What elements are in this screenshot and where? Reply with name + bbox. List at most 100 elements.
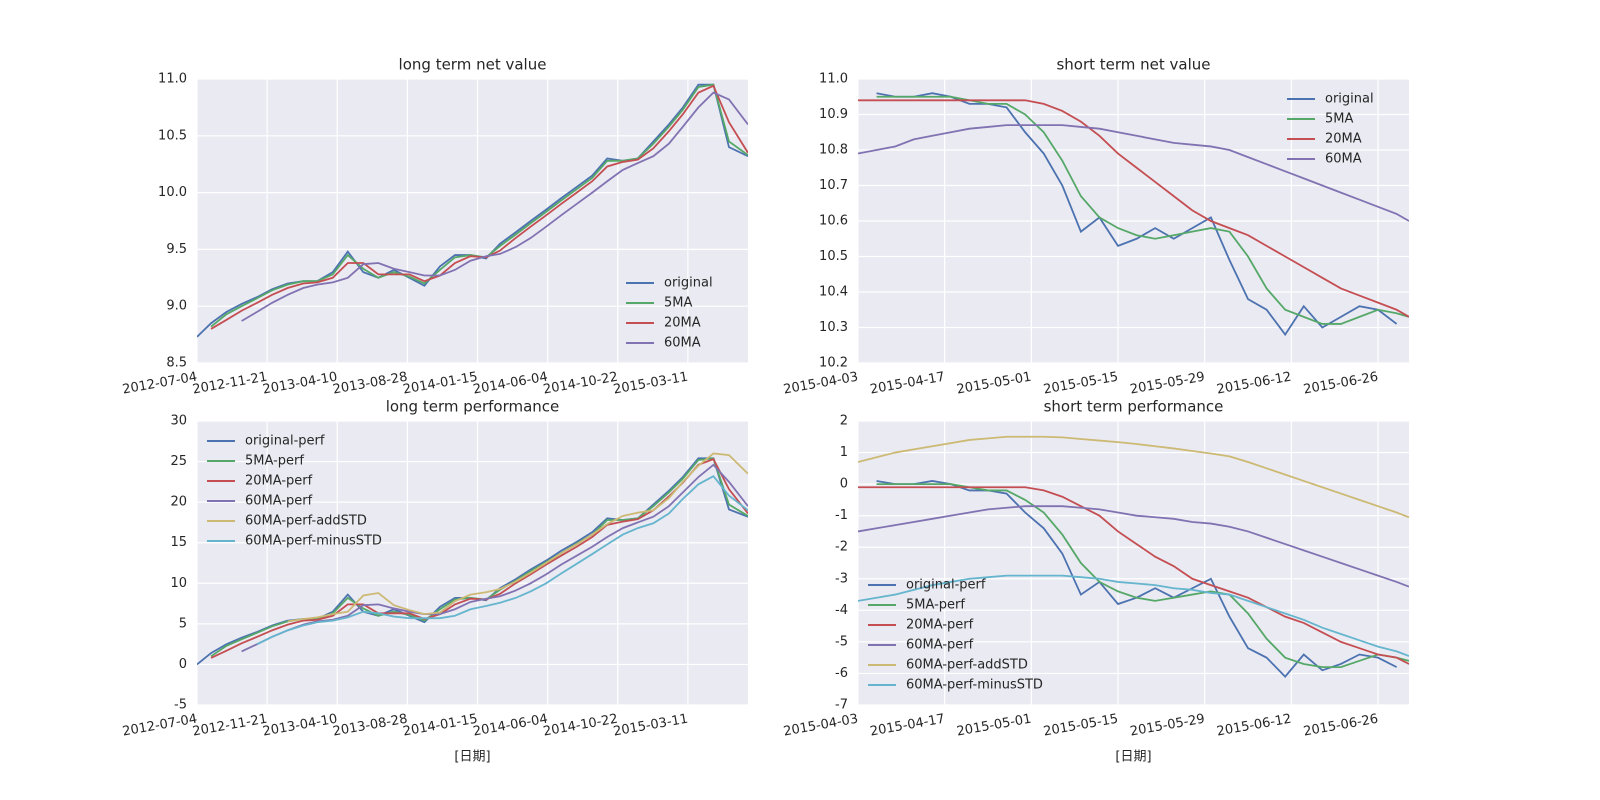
x-tick-label: 2014-06-04 [472, 712, 549, 740]
series-line [858, 486, 1409, 665]
legend-label: 60MA [664, 336, 701, 351]
y-tick-label: 11.0 [819, 72, 848, 87]
chart-title: short term performance [1044, 398, 1224, 416]
x-tick-label: 2015-05-01 [956, 370, 1033, 398]
y-tick-label: 9.5 [166, 242, 187, 257]
x-axis-label: [日期] [454, 750, 490, 765]
y-tick-label: 10.8 [819, 143, 848, 158]
y-tick-label: 10.5 [158, 128, 187, 143]
series-line [241, 91, 748, 322]
legend-label: 20MA-perf [245, 474, 313, 489]
y-tick-label: 10.9 [819, 107, 848, 122]
y-tick-label: 10.0 [158, 185, 187, 200]
series-line [287, 452, 748, 623]
x-tick-label: 2015-05-01 [956, 712, 1033, 740]
legend-label: 60MA-perf-addSTD [245, 514, 367, 529]
x-tick-label: 2012-11-21 [191, 370, 268, 398]
chart-title: long term performance [386, 398, 560, 416]
y-tick-label: -4 [835, 603, 848, 618]
x-tick-label: 2013-08-28 [332, 712, 409, 740]
legend-label: 5MA-perf [245, 454, 304, 469]
plot-background [197, 421, 748, 705]
y-tick-label: 0 [840, 477, 848, 492]
plot-background [858, 421, 1409, 705]
x-tick-label: 2012-11-21 [191, 712, 268, 740]
legend-label: 5MA [1325, 112, 1353, 127]
series-line [858, 124, 1409, 222]
y-tick-label: 10.6 [819, 214, 848, 229]
x-tick-label: 2012-07-04 [121, 370, 198, 398]
x-axis-label: [日期] [1115, 750, 1151, 765]
x-tick-label: 2015-05-29 [1129, 370, 1206, 398]
x-tick-label: 2015-03-11 [612, 712, 689, 740]
y-tick-label: -3 [835, 571, 848, 586]
x-tick-label: 2014-10-22 [542, 370, 619, 398]
x-tick-label: 2015-04-03 [782, 712, 859, 740]
x-tick-label: 2015-06-12 [1216, 712, 1293, 740]
y-tick-label: 10.2 [819, 356, 848, 371]
legend-label: original-perf [245, 434, 325, 449]
series-line [858, 435, 1409, 519]
series-line [256, 475, 748, 645]
x-tick-label: 2012-07-04 [121, 712, 198, 740]
y-tick-label: -1 [835, 508, 848, 523]
x-tick-label: 2015-06-26 [1302, 712, 1379, 740]
chart-title: long term net value [399, 56, 547, 74]
x-tick-label: 2014-01-15 [402, 370, 479, 398]
x-tick-label: 2015-06-12 [1216, 370, 1293, 398]
y-tick-label: -2 [835, 540, 848, 555]
legend-label: 60MA-perf [906, 638, 974, 653]
series-line [858, 99, 1409, 318]
x-tick-label: 2014-10-22 [542, 712, 619, 740]
x-tick-label: 2015-04-17 [869, 712, 946, 740]
legend-label: original [1325, 92, 1374, 107]
y-tick-label: 20 [170, 495, 187, 510]
y-tick-label: 10 [170, 576, 187, 591]
legend-label: 60MA-perf-addSTD [906, 658, 1028, 673]
y-tick-label: -5 [174, 698, 187, 713]
y-tick-label: 30 [170, 414, 187, 429]
x-tick-label: 2015-05-15 [1042, 370, 1119, 398]
x-tick-label: 2015-05-15 [1042, 712, 1119, 740]
y-tick-label: 10.5 [819, 249, 848, 264]
x-tick-label: 2013-08-28 [332, 370, 409, 398]
series-line [858, 505, 1409, 588]
legend-label: 60MA [1325, 152, 1362, 167]
y-tick-label: 2 [840, 414, 848, 429]
y-tick-label: 25 [170, 454, 187, 469]
x-tick-label: 2013-04-10 [262, 370, 339, 398]
legend-label: 60MA-perf [245, 494, 313, 509]
x-tick-label: 2013-04-10 [262, 712, 339, 740]
x-tick-label: 2015-03-11 [612, 370, 689, 398]
series-line [210, 84, 748, 330]
legend-label: 60MA-perf-minusSTD [906, 678, 1043, 693]
x-tick-label: 2015-05-29 [1129, 712, 1206, 740]
legend-label: 20MA [664, 316, 701, 331]
legend-label: 5MA [664, 296, 692, 311]
series-line [858, 574, 1409, 657]
legend-label: 20MA-perf [906, 618, 974, 633]
y-tick-label: 9.0 [166, 299, 187, 314]
legend-label: original-perf [906, 578, 986, 593]
y-tick-label: 0 [179, 657, 187, 672]
legend-label: 20MA [1325, 132, 1362, 147]
y-tick-label: -5 [835, 634, 848, 649]
series-line [876, 92, 1398, 337]
x-tick-label: 2015-04-03 [782, 370, 859, 398]
x-tick-label: 2014-01-15 [402, 712, 479, 740]
chart-title: short term net value [1056, 56, 1210, 74]
legend-label: original [664, 276, 713, 291]
legend-label: 5MA-perf [906, 598, 965, 613]
plot-background [197, 79, 748, 363]
y-tick-label: 10.4 [819, 285, 848, 300]
y-tick-label: 11.0 [158, 72, 187, 87]
y-tick-label: 10.3 [819, 320, 848, 335]
y-tick-label: -7 [835, 698, 848, 713]
y-tick-label: 10.7 [819, 178, 848, 193]
y-tick-label: 1 [840, 445, 848, 460]
legend-label: 60MA-perf-minusSTD [245, 534, 382, 549]
y-tick-label: 8.5 [166, 356, 187, 371]
x-tick-label: 2015-06-26 [1302, 370, 1379, 398]
x-tick-label: 2014-06-04 [472, 370, 549, 398]
y-tick-label: 15 [170, 535, 187, 550]
